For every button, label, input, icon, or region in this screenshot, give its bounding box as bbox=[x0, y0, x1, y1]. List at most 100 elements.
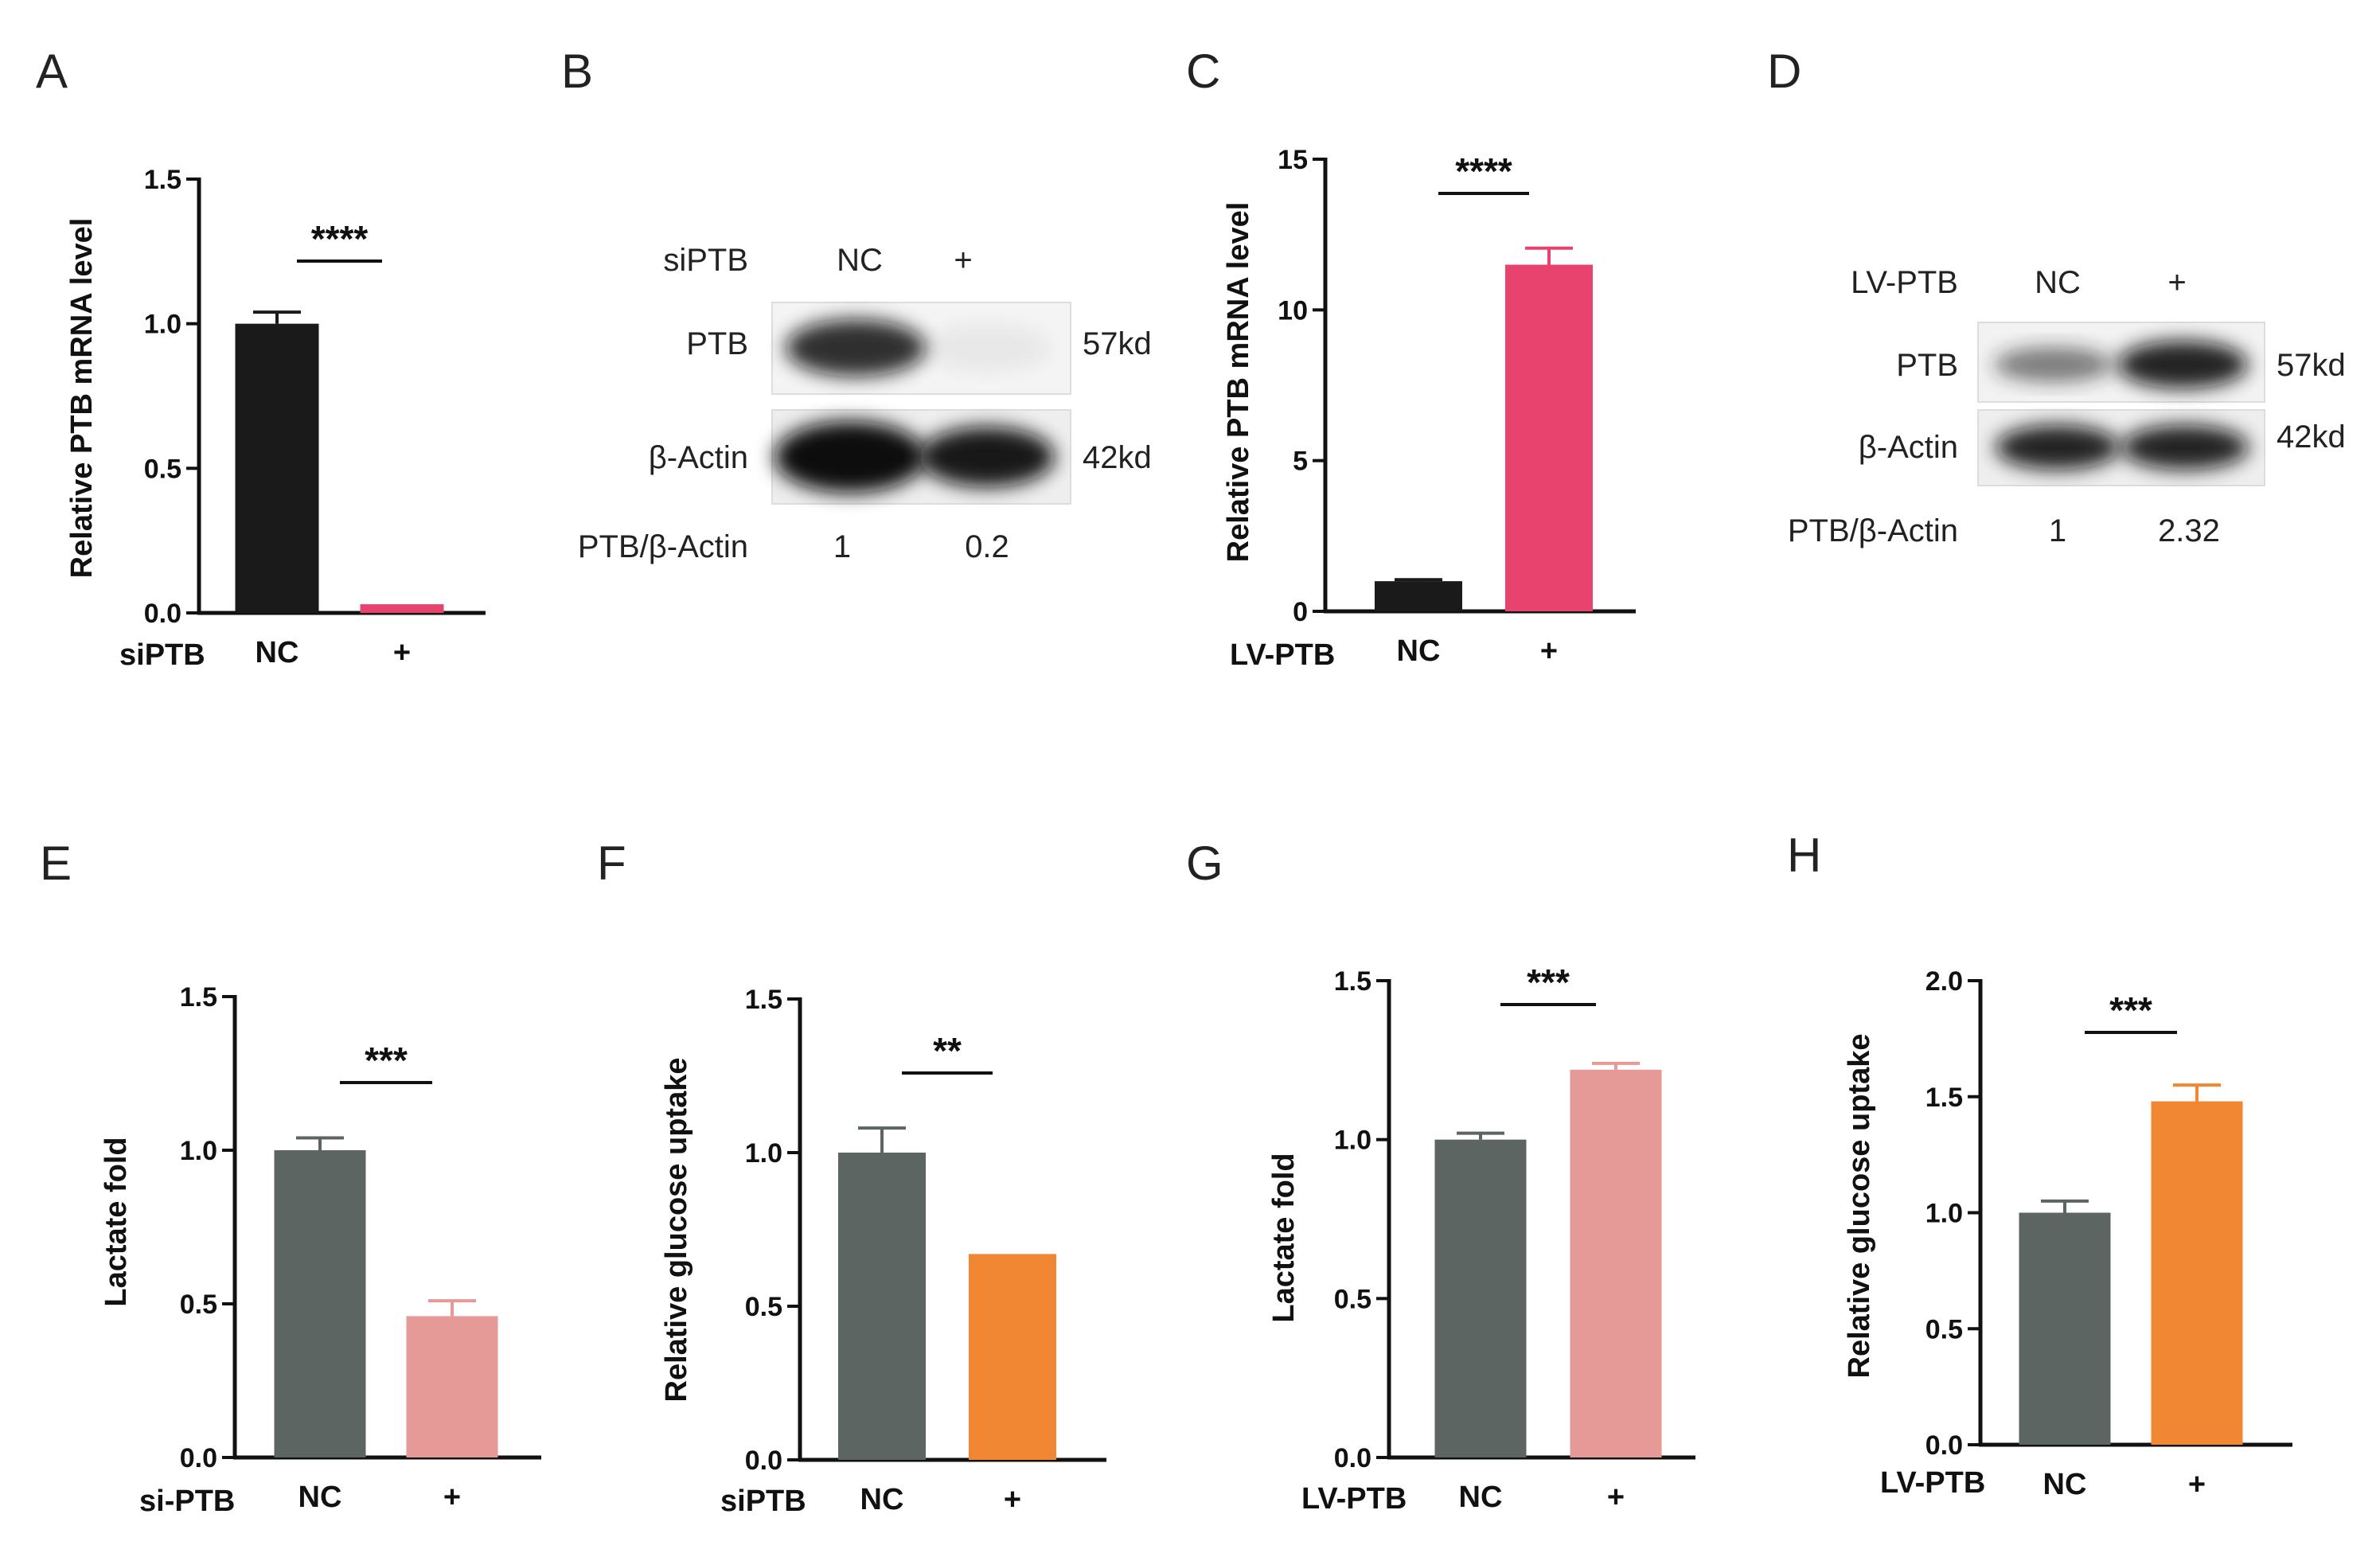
band-actin-plus bbox=[2121, 425, 2249, 470]
y-tick-label: 5 bbox=[1293, 447, 1308, 477]
panel-label-a: A bbox=[36, 45, 68, 98]
y-tick-label: 0.5 bbox=[1334, 1284, 1371, 1314]
bar-plus bbox=[360, 604, 444, 613]
y-tick-label: 1.0 bbox=[180, 1136, 217, 1166]
group-label: LV-PTB bbox=[1301, 1482, 1407, 1516]
lane-label-nc: NC bbox=[837, 243, 883, 278]
bar-nc bbox=[274, 1150, 366, 1457]
band-ptb-plus bbox=[923, 324, 1051, 372]
panel-a: A Relative PTB mRNA level siPTB 0.0 0.5 1.… bbox=[36, 45, 486, 672]
bar-plus bbox=[2151, 1101, 2243, 1445]
y-tick-label: 1.5 bbox=[144, 165, 181, 195]
band-ptb-plus bbox=[2117, 341, 2248, 388]
bar-plus bbox=[1505, 264, 1593, 611]
row-label-actin: β-Actin bbox=[649, 440, 748, 475]
y-tick-label: 1.5 bbox=[745, 985, 782, 1015]
panel-d: D LV-PTB NC + PTB 57kd β-Actin 42kd PTB/… bbox=[1767, 45, 2346, 548]
y-axis-label: Lactate fold bbox=[99, 1137, 133, 1306]
ratio-value-plus: 2.32 bbox=[2158, 513, 2220, 548]
band-ptb-nc bbox=[786, 319, 926, 377]
group-label: LV-PTB bbox=[1230, 638, 1335, 672]
bar-nc bbox=[1375, 581, 1462, 611]
y-axis-label: Relative PTB mRNA level bbox=[65, 218, 99, 579]
y-tick-label: 0.0 bbox=[1925, 1430, 1963, 1461]
panel-f: F Relative glucose uptake siPTB 0.0 0.5 1.… bbox=[597, 837, 1106, 1518]
row-label-actin: β-Actin bbox=[1859, 430, 1958, 465]
y-tick-label: 1.0 bbox=[745, 1138, 782, 1169]
lane-label-nc: NC bbox=[2035, 265, 2081, 300]
x-category-label: + bbox=[443, 1481, 461, 1514]
x-category-label: + bbox=[1004, 1483, 1021, 1516]
y-tick-label: 1.5 bbox=[1925, 1083, 1963, 1113]
x-category-label: NC bbox=[860, 1483, 904, 1516]
y-tick-label: 15 bbox=[1278, 145, 1308, 175]
group-label: si-PTB bbox=[139, 1485, 235, 1518]
panel-label-c: C bbox=[1186, 45, 1220, 98]
chart-marks: 0.0 0.5 1.0 1.5 NC + **** bbox=[144, 165, 486, 669]
panel-label-f: F bbox=[597, 837, 626, 890]
ratio-value-nc: 1 bbox=[833, 529, 851, 564]
x-category-label: + bbox=[393, 636, 411, 669]
significance-label: **** bbox=[311, 218, 369, 259]
ratio-value-plus: 0.2 bbox=[965, 529, 1009, 564]
row-size-ptb: 57kd bbox=[1083, 326, 1152, 361]
band-actin-plus bbox=[919, 427, 1055, 487]
panel-label-d: D bbox=[1767, 45, 1801, 98]
y-tick-label: 0.0 bbox=[745, 1446, 782, 1476]
band-actin-nc bbox=[1996, 425, 2120, 470]
y-tick-label: 1.5 bbox=[1334, 966, 1371, 997]
y-axis-label: Lactate fold bbox=[1267, 1153, 1301, 1322]
y-tick-label: 1.5 bbox=[180, 982, 217, 1013]
chart-marks: 0 5 10 15 NC + **** bbox=[1278, 145, 1636, 668]
bar-plus bbox=[969, 1254, 1056, 1460]
bar-plus bbox=[1570, 1069, 1662, 1457]
panel-g: G Lactate fold LV-PTB 0.0 0.5 1.0 1.5 NC + *** bbox=[1186, 837, 1695, 1516]
significance-label: **** bbox=[1455, 150, 1512, 192]
y-tick-label: 2.0 bbox=[1925, 966, 1963, 997]
ratio-value-nc: 1 bbox=[2049, 513, 2066, 548]
x-category-label: + bbox=[2188, 1468, 2206, 1501]
x-category-label: NC bbox=[1459, 1481, 1503, 1514]
y-tick-label: 0.0 bbox=[1334, 1443, 1371, 1473]
bar-plus bbox=[406, 1316, 498, 1457]
group-label: LV-PTB bbox=[1880, 1466, 1985, 1500]
x-category-label: NC bbox=[256, 636, 299, 669]
group-label: siPTB bbox=[720, 1485, 806, 1518]
y-tick-label: 0.0 bbox=[144, 599, 181, 629]
group-label: siPTB bbox=[119, 638, 205, 672]
y-axis-label: Relative glucose uptake bbox=[660, 1058, 693, 1403]
y-tick-label: 0.0 bbox=[180, 1443, 217, 1473]
bar-nc bbox=[235, 323, 319, 613]
chart-marks: 0.0 0.5 1.0 1.5 NC + *** bbox=[180, 982, 541, 1514]
panel-label-e: E bbox=[40, 837, 72, 890]
y-tick-label: 0.5 bbox=[144, 454, 181, 484]
x-category-label: NC bbox=[1397, 634, 1441, 668]
panel-label-h: H bbox=[1787, 829, 1821, 882]
treatment-label: siPTB bbox=[663, 243, 748, 278]
panel-e: E Lactate fold si-PTB 0.0 0.5 1.0 1.5 NC + *** bbox=[40, 837, 541, 1518]
y-tick-label: 0.5 bbox=[745, 1292, 782, 1322]
panel-label-g: G bbox=[1186, 837, 1223, 890]
ratio-label: PTB/β-Actin bbox=[1788, 513, 1958, 548]
band-actin-nc bbox=[774, 421, 926, 493]
ratio-label: PTB/β-Actin bbox=[578, 529, 748, 564]
panel-c: C Relative PTB mRNA level LV-PTB 0 5 10 15 N… bbox=[1186, 45, 1636, 672]
y-tick-label: 0 bbox=[1293, 597, 1308, 627]
treatment-label: LV-PTB bbox=[1851, 265, 1958, 300]
y-tick-label: 1.0 bbox=[144, 310, 181, 340]
x-category-label: NC bbox=[2043, 1468, 2087, 1501]
y-axis-label: Relative glucose uptake bbox=[1843, 1034, 1876, 1379]
panel-h: H Relative glucose uptake LV-PTB 0.0 0.5 1… bbox=[1787, 829, 2292, 1501]
y-tick-label: 0.5 bbox=[1925, 1314, 1963, 1344]
panel-label-b: B bbox=[561, 45, 593, 98]
y-tick-label: 1.0 bbox=[1334, 1126, 1371, 1156]
x-category-label: + bbox=[1540, 634, 1558, 668]
y-tick-label: 1.0 bbox=[1925, 1199, 1963, 1229]
x-category-label: NC bbox=[298, 1481, 342, 1514]
significance-label: *** bbox=[365, 1040, 408, 1081]
x-category-label: + bbox=[1607, 1481, 1625, 1514]
y-tick-label: 10 bbox=[1278, 295, 1308, 326]
row-label-ptb: PTB bbox=[1896, 348, 1958, 383]
panel-b: B siPTB NC + PTB 57kd β-Actin 42kd PTB/β… bbox=[561, 45, 1152, 564]
